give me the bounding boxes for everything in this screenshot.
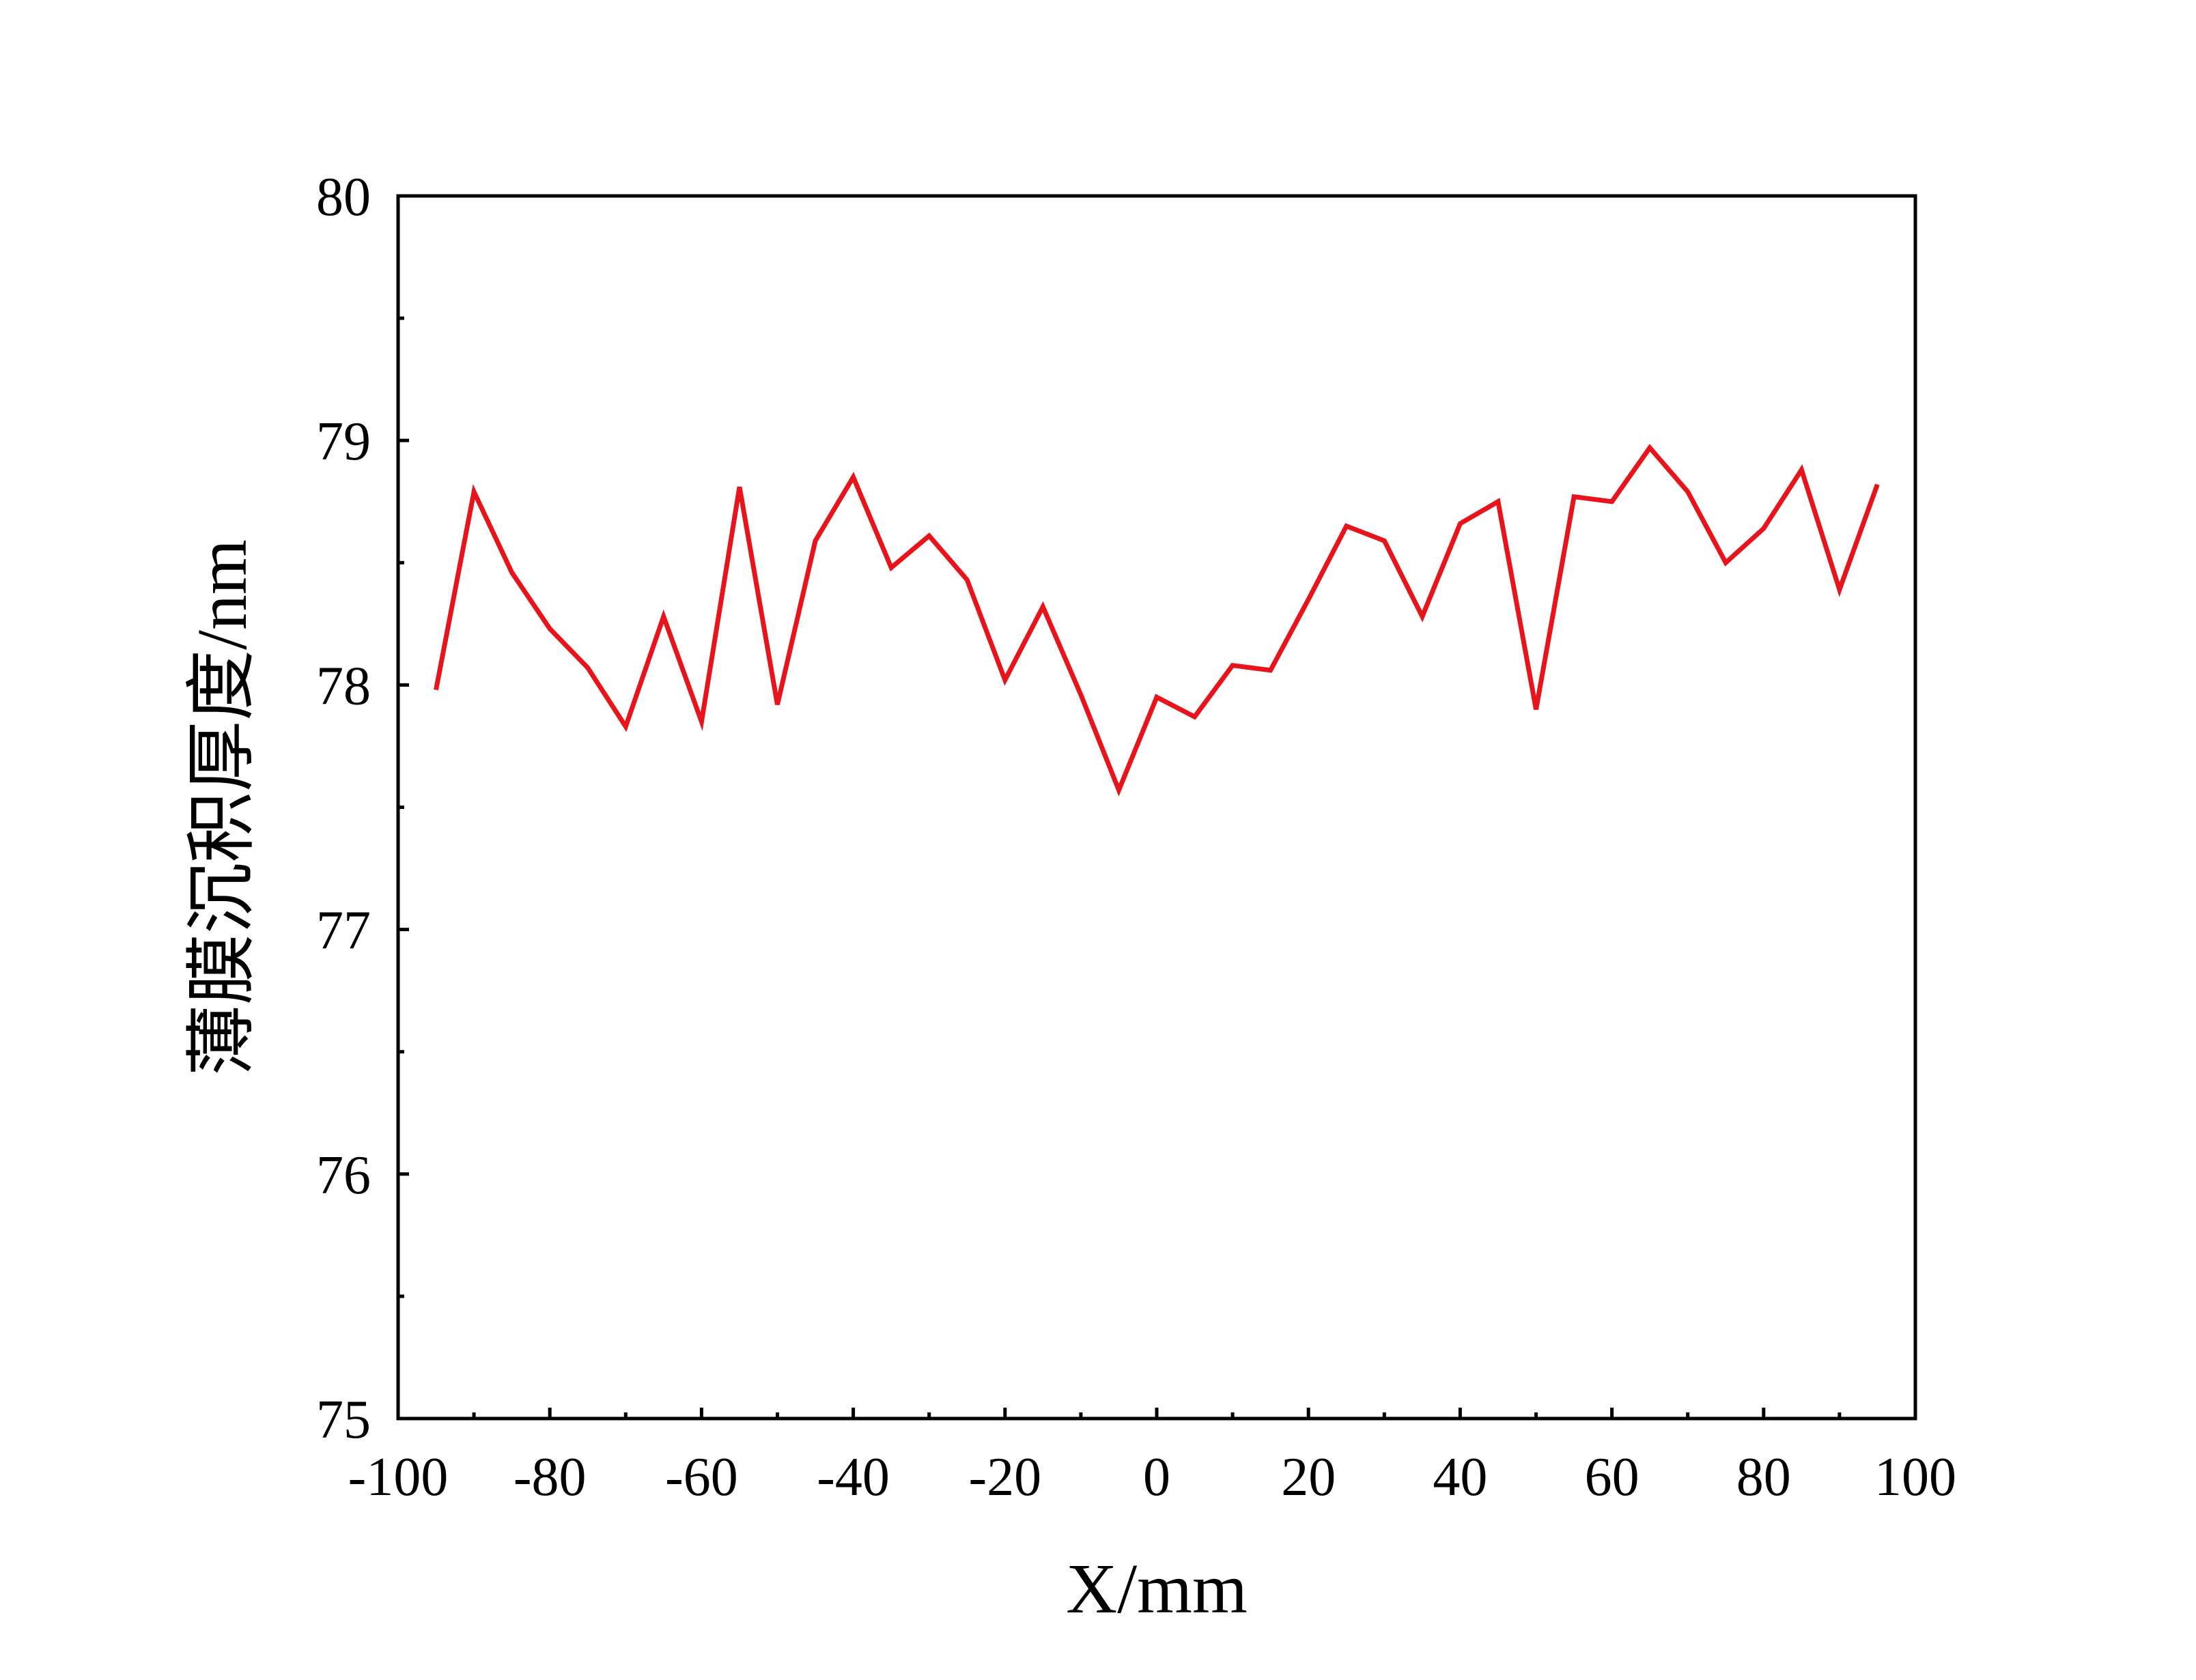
x-tick-label: -40: [817, 1447, 890, 1507]
x-tick-label: 0: [1143, 1447, 1170, 1507]
x-tick-label: -80: [513, 1447, 587, 1507]
y-tick-label: 79: [316, 412, 371, 472]
x-axis: -100 -80 -60 -40 -20 0 20 40 60 80 100: [348, 1408, 1956, 1507]
x-axis-title: X/mm: [1066, 1550, 1248, 1628]
y-tick-label: 80: [316, 167, 371, 227]
x-tick-label: 60: [1585, 1447, 1639, 1507]
x-tick-label: 100: [1874, 1447, 1956, 1507]
y-axis: 75 76 77 78 79 80: [316, 167, 409, 1450]
y-tick-label: 78: [316, 656, 371, 716]
x-tick-label: 40: [1433, 1447, 1487, 1507]
y-tick-label: 76: [316, 1145, 371, 1206]
x-tick-label: -100: [348, 1447, 449, 1507]
x-tick-label: 80: [1736, 1447, 1791, 1507]
y-tick-label: 75: [316, 1390, 371, 1450]
x-tick-label: -60: [665, 1447, 738, 1507]
y-axis-title: 薄膜沉积厚度/nm: [183, 539, 262, 1076]
series-line: [434, 444, 1880, 797]
y-tick-label: 77: [316, 901, 371, 961]
plot-frame: [396, 194, 1917, 1421]
x-tick-label: -20: [968, 1447, 1041, 1507]
x-tick-label: 20: [1281, 1447, 1336, 1507]
